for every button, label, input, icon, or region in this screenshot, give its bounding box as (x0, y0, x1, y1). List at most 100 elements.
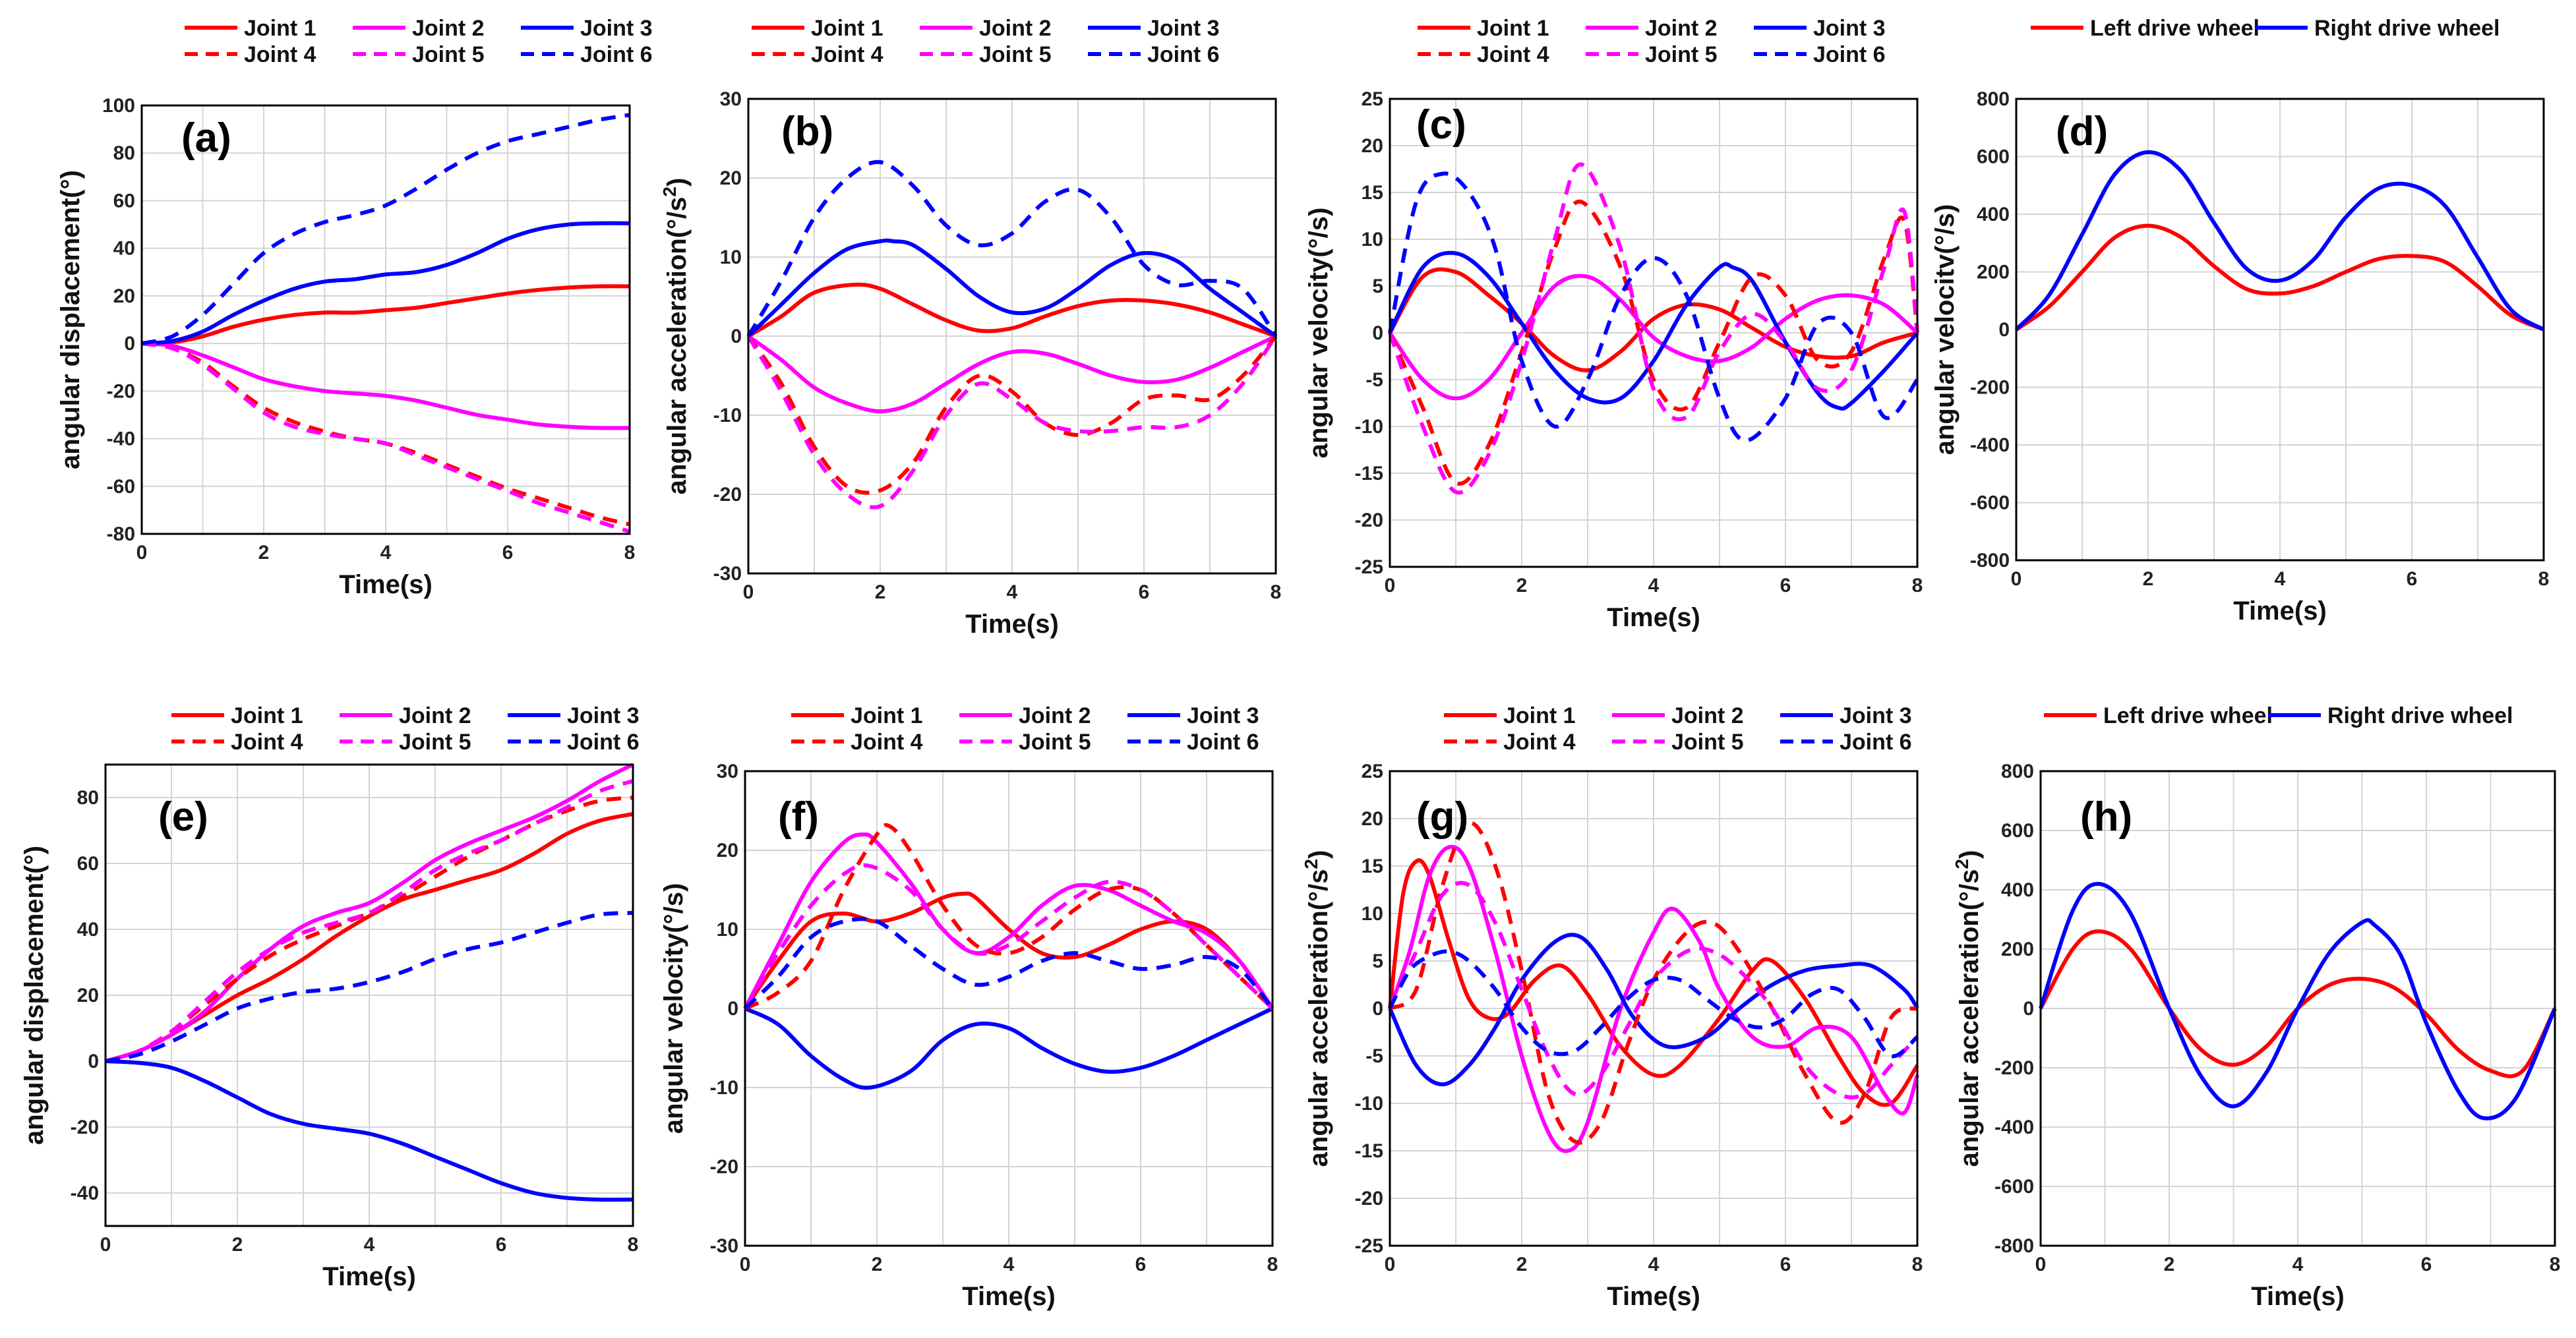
legend-label: Joint 6 (1187, 730, 1259, 755)
y-tick-label: 80 (77, 787, 99, 809)
x-tick-label: 4 (2292, 1254, 2304, 1275)
x-axis-label: Time(s) (1607, 603, 1700, 632)
series-line-joint-6 (1388, 171, 1919, 443)
legend-item: Joint 1 (752, 16, 884, 41)
series-line-joint-3 (141, 221, 630, 346)
y-tick-label: 600 (1977, 146, 2010, 168)
legend-item: Joint 6 (1127, 730, 1259, 755)
legend-label: Joint 5 (412, 42, 485, 67)
x-tick-labels: 0 2 4 6 8 (743, 581, 1282, 603)
y-tick-labels: -25 -20 -15 -10 -5 0 5 10 15 20 25 (1355, 761, 1383, 1257)
chart-c: 0 2 4 6 8 -25 -20 -15 -10 -5 0 5 10 15 20 25 Time(s) angu… (1304, 16, 1923, 632)
legend-label: Joint 5 (1671, 730, 1744, 755)
y-tick-label: 800 (1977, 88, 2010, 110)
series-group (2039, 882, 2557, 1120)
plot-frame (747, 98, 1277, 575)
legend-item: Joint 2 (959, 703, 1091, 728)
y-tick-label: -5 (1365, 369, 1383, 391)
plot-frame (1389, 98, 1919, 568)
series-group (141, 113, 630, 534)
chart-h: 0 2 4 6 8 -800 -600 -400 -200 0 200 400 600 800 Time(s… (1952, 703, 2561, 1311)
legend-label: Joint 2 (1019, 703, 1091, 728)
y-tick-label: -20 (1355, 1188, 1383, 1209)
x-tick-label: 8 (1912, 575, 1923, 596)
series-line-joint-5 (743, 863, 1274, 1010)
series-line-joint-3 (105, 1059, 634, 1202)
legend-item: Joint 3 (1754, 16, 1886, 41)
series-line-joint-4 (1388, 200, 1919, 486)
y-tick-label: -10 (710, 1077, 738, 1099)
series-line-joint-5 (1388, 162, 1919, 495)
y-tick-label: 20 (77, 985, 99, 1006)
legend-item: Joint 4 (752, 42, 884, 67)
legend-label: Joint 2 (1645, 16, 1718, 41)
legend-label: Right drive wheel (2327, 703, 2513, 728)
legend-item: Joint 2 (1612, 703, 1744, 728)
panel-label: (b) (781, 109, 833, 154)
legend-item: Joint 5 (920, 42, 1052, 67)
panel-label: (e) (158, 794, 208, 840)
legend-label: Joint 1 (811, 16, 884, 41)
legend: Joint 1 Joint 2 Joint 3 Joint 4 Joint 5 Joint… (752, 16, 1220, 67)
legend-label: Joint 3 (1187, 703, 1259, 728)
legend: Left drive wheel Right drive wheel (2044, 703, 2513, 728)
y-axis-label: angular velocity(°/s) (1304, 208, 1333, 459)
y-tick-label: 40 (113, 238, 135, 260)
x-tick-label: 2 (2164, 1254, 2175, 1275)
legend-item: Left drive wheel (2031, 16, 2260, 41)
x-tick-labels: 0 2 4 6 8 (136, 542, 636, 564)
y-tick-label: -5 (1365, 1045, 1383, 1067)
x-tick-labels: 0 2 4 6 8 (2035, 1254, 2561, 1275)
y-axis-label: angular acceleration(°/s2) (659, 178, 692, 495)
x-tick-label: 6 (496, 1234, 507, 1256)
legend-item: Joint 1 (1418, 16, 1549, 41)
legend-label: Joint 4 (851, 730, 923, 755)
series-line-joint-5 (1388, 881, 1919, 1099)
series-line-joint-1 (1388, 267, 1918, 372)
x-tick-label: 4 (1007, 581, 1018, 603)
series-line-joint-6 (1388, 949, 1919, 1059)
y-tick-label: -80 (107, 523, 135, 545)
y-tick-label: 10 (717, 919, 738, 941)
legend-item: Joint 3 (1088, 16, 1220, 41)
legend-label: Joint 4 (811, 42, 884, 67)
y-tick-label: 0 (1372, 998, 1383, 1020)
legend-label: Joint 2 (399, 703, 471, 728)
legend-label: Left drive wheel (2090, 16, 2260, 41)
y-tick-label: -20 (71, 1117, 99, 1138)
y-tick-label: 25 (1362, 88, 1383, 110)
x-tick-label: 0 (2011, 568, 2022, 590)
x-tick-label: 8 (2550, 1254, 2561, 1275)
series-line-joint-5 (746, 335, 1278, 509)
legend-item: Joint 2 (340, 703, 471, 728)
plot-frame (2039, 770, 2556, 1247)
x-tick-label: 4 (2275, 568, 2286, 590)
y-axis-label: angular velocitv(°/s) (1931, 204, 1960, 455)
y-tick-label: 600 (2001, 820, 2034, 842)
y-tick-label: 0 (1998, 319, 2010, 341)
series-line-joint-1 (747, 282, 1277, 338)
chart-b: 0 2 4 6 8 -30 -20 -10 0 10 20 30 Time(s) angular acce… (659, 16, 1282, 639)
legend-label: Joint 3 (1840, 703, 1912, 728)
y-tick-label: 5 (1372, 276, 1383, 297)
x-tick-label: 0 (2035, 1254, 2047, 1275)
legend-label: Joint 6 (1147, 42, 1220, 67)
legend-item: Joint 3 (521, 16, 653, 41)
y-tick-label: 20 (1362, 808, 1383, 830)
x-axis-label: Time(s) (322, 1262, 416, 1291)
x-tick-label: 0 (740, 1254, 751, 1275)
plot-frame (140, 104, 631, 535)
series-group (1388, 162, 1919, 495)
y-tick-label: 200 (1977, 262, 2010, 283)
legend: Joint 1 Joint 2 Joint 3 Joint 4 Joint 5 Joint… (791, 703, 1259, 755)
series-line-right-drive-wheel (2039, 882, 2557, 1120)
y-tick-label: 5 (1372, 950, 1383, 972)
legend: Left drive wheel Right drive wheel (2031, 16, 2500, 41)
x-axis-label: Time(s) (339, 570, 433, 599)
y-tick-label: -10 (713, 405, 742, 426)
legend: Joint 1 Joint 2 Joint 3 Joint 4 Joint 5 Joint… (1418, 16, 1886, 67)
y-tick-label: -20 (713, 484, 742, 506)
legend-item: Joint 3 (1780, 703, 1912, 728)
y-tick-label: 20 (720, 167, 742, 189)
chart-g: 0 2 4 6 8 -25 -20 -15 -10 -5 0 5 10 15 20 25 Time(s) angu… (1301, 703, 1923, 1311)
